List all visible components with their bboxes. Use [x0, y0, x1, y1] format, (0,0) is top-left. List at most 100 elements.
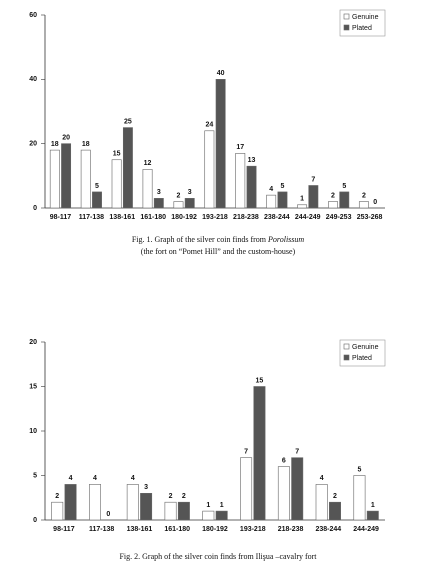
legend-swatch — [343, 13, 350, 20]
bar — [177, 501, 190, 521]
value-label: 5 — [281, 183, 285, 190]
bar — [308, 185, 319, 209]
bar — [184, 198, 195, 209]
bar — [111, 159, 122, 209]
caption-italic: Porolissum — [267, 235, 304, 244]
bar — [366, 510, 379, 521]
x-tick-label: 238-244 — [264, 214, 290, 221]
bar — [64, 484, 77, 521]
value-label: 25 — [124, 118, 132, 125]
value-label: 12 — [144, 160, 152, 167]
x-tick-label: 249-253 — [326, 214, 352, 221]
bar — [140, 492, 153, 521]
x-tick-label: 244-249 — [353, 526, 379, 533]
x-tick-label: 98-117 — [53, 526, 75, 533]
x-tick-label: 193-218 — [240, 526, 266, 533]
bar — [328, 201, 338, 209]
value-label: 5 — [342, 183, 346, 190]
value-label: 4 — [131, 475, 135, 482]
value-label: 4 — [93, 475, 97, 482]
bar — [339, 191, 350, 209]
x-tick-label: 117-138 — [79, 214, 104, 221]
bar — [164, 501, 177, 521]
bar — [297, 204, 308, 209]
value-label: 2 — [331, 192, 335, 199]
value-label: 15 — [113, 151, 121, 158]
value-label: 4 — [320, 475, 324, 482]
legend-label: Plated — [352, 25, 372, 32]
value-label: 3 — [157, 189, 161, 196]
y-tick-label: 0 — [33, 517, 37, 524]
bar — [126, 484, 139, 521]
caption-text: Fig. 2. Graph of the silver coin finds f… — [119, 552, 317, 561]
bar — [277, 466, 290, 521]
bar — [291, 457, 304, 521]
value-label: 1 — [220, 502, 224, 509]
y-tick-label: 20 — [29, 339, 37, 346]
bar — [253, 386, 266, 521]
bar — [51, 501, 64, 521]
x-tick-label: 218-238 — [233, 214, 259, 221]
x-tick-label: 218-238 — [278, 526, 304, 533]
value-label: 13 — [248, 157, 256, 164]
bar — [80, 149, 91, 209]
subcaption: (the fort on “Pomet Hill” and the custom… — [141, 247, 296, 256]
value-label: 5 — [95, 183, 99, 190]
bar — [153, 198, 164, 209]
value-label: 17 — [236, 144, 244, 151]
bar — [89, 484, 101, 521]
bar — [142, 169, 153, 209]
caption: Fig. 2. Graph of the silver coin finds f… — [119, 552, 317, 561]
value-label: 18 — [82, 141, 90, 148]
value-label: 2 — [55, 493, 59, 500]
x-tick-label: 238-244 — [315, 526, 341, 533]
value-label: 7 — [311, 176, 315, 183]
value-label: 1 — [371, 502, 375, 509]
bar — [202, 510, 215, 521]
x-tick-label: 117-138 — [89, 526, 114, 533]
value-label: 1 — [300, 196, 304, 203]
bar — [173, 201, 184, 209]
value-label: 20 — [62, 135, 70, 142]
caption: Fig. 1. Graph of the silver coin finds f… — [132, 235, 305, 244]
value-label: 4 — [269, 186, 273, 193]
y-tick-label: 10 — [29, 428, 37, 435]
value-label: 18 — [51, 141, 59, 148]
bar — [61, 143, 72, 209]
bar — [277, 191, 288, 209]
value-label: 6 — [282, 457, 286, 464]
value-label: 40 — [217, 70, 225, 77]
bar — [215, 510, 228, 521]
x-tick-label: 98-117 — [50, 214, 72, 221]
bar — [358, 201, 369, 209]
value-label: 24 — [205, 122, 213, 129]
legend-swatch — [343, 24, 350, 31]
y-tick-label: 0 — [33, 205, 37, 212]
x-tick-label: 138-161 — [109, 214, 135, 221]
bar — [329, 501, 341, 521]
value-label: 2 — [169, 493, 173, 500]
legend-swatch — [343, 343, 350, 350]
legend-swatch — [343, 354, 350, 361]
value-label: 2 — [362, 192, 366, 199]
value-label: 4 — [69, 475, 73, 482]
bar — [266, 194, 277, 209]
value-label: 2 — [177, 192, 181, 199]
value-label: 15 — [256, 377, 264, 384]
caption-text: Fig. 1. Graph of the silver coin finds f… — [132, 235, 268, 244]
value-label: 3 — [144, 484, 148, 491]
x-tick-label: 180-192 — [171, 214, 197, 221]
y-tick-label: 15 — [29, 383, 37, 390]
y-tick-label: 5 — [33, 472, 37, 479]
bar — [215, 79, 226, 209]
y-tick-label: 60 — [29, 12, 37, 19]
bar — [49, 149, 60, 209]
x-tick-label: 161-180 — [164, 526, 190, 533]
bar — [122, 127, 133, 209]
x-tick-label: 161-180 — [140, 214, 166, 221]
bar — [240, 457, 253, 521]
value-label: 2 — [182, 493, 186, 500]
bar — [353, 475, 366, 521]
